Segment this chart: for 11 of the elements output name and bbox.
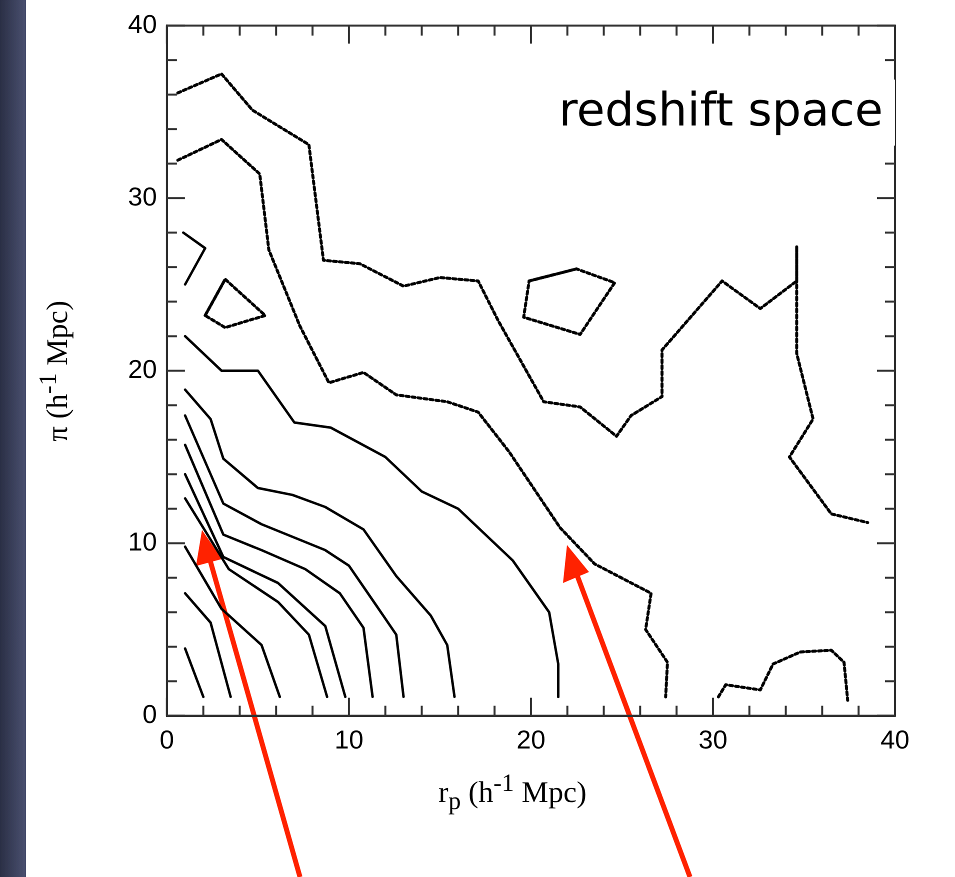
y-tick-label: 10 [128, 526, 157, 556]
x-tick-label: 10 [334, 724, 364, 755]
x-tick-label: 40 [880, 724, 910, 755]
y-tick-label: 40 [128, 8, 157, 39]
x-axis-title: r$_{p}$ (h$^{-1}$ Mpc) [437, 770, 588, 816]
x-tick-label: 20 [516, 724, 546, 755]
y-tick-label: 0 [142, 698, 157, 729]
y-tick-label: 20 [128, 354, 157, 384]
x-tick-label: 30 [698, 724, 728, 755]
annotation: redshift space [558, 82, 884, 137]
y-tick-label: 30 [128, 181, 157, 212]
